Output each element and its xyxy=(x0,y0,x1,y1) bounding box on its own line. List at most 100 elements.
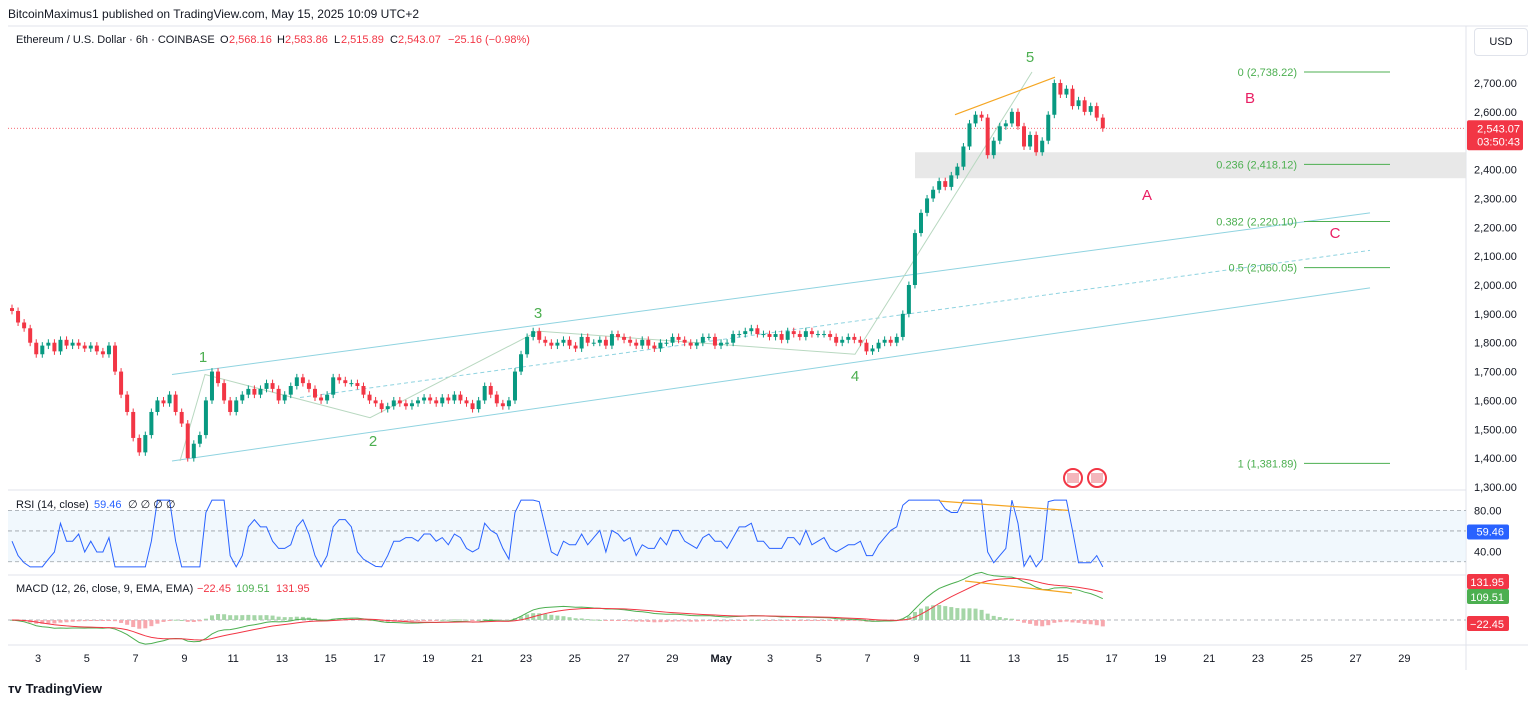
macd-hist-bar xyxy=(416,620,421,621)
macd-hist-bar xyxy=(991,615,996,620)
candle-body xyxy=(815,334,820,336)
macd-hist-bar xyxy=(409,620,414,622)
macd-hist-bar xyxy=(191,620,196,622)
macd-hist-bar xyxy=(1040,620,1045,627)
macd-hist-bar xyxy=(234,615,239,620)
last-price-tag xyxy=(1467,120,1523,151)
time-tick-label: 7 xyxy=(133,653,139,665)
candle-body xyxy=(858,339,863,343)
candle-body xyxy=(864,342,869,352)
candle-body xyxy=(616,334,620,337)
tradingview-logo: ᴛᴠ TradingView xyxy=(8,681,102,696)
macd-tag-value: 109.51 xyxy=(1470,592,1504,604)
macd-hist-bar xyxy=(743,620,748,621)
signal-line xyxy=(11,577,1103,641)
macd-hist-bar xyxy=(476,619,481,621)
candle-body xyxy=(173,394,178,412)
macd-hist-bar xyxy=(482,619,487,621)
candle-body xyxy=(440,397,445,404)
macd-hist-bar xyxy=(125,620,130,625)
candle-body xyxy=(434,400,439,404)
abc-label-b: B xyxy=(1245,90,1255,107)
event-flag-icon[interactable] xyxy=(1063,468,1107,488)
candle-body xyxy=(464,400,469,404)
macd-hist-bar xyxy=(458,619,463,621)
macd-hist-bar xyxy=(464,619,469,621)
macd-hist-bar xyxy=(161,620,166,622)
candle-body xyxy=(512,371,517,401)
macd-hist-bar xyxy=(397,620,402,622)
macd-tag xyxy=(1467,616,1509,631)
macd-hist-bar xyxy=(852,620,857,622)
macd-hist-bar xyxy=(585,619,590,621)
candle-body xyxy=(785,331,790,340)
candle-body xyxy=(791,331,796,335)
candle-body xyxy=(609,334,614,346)
time-tick-label: 27 xyxy=(1349,653,1361,665)
time-tick-label: 9 xyxy=(913,653,919,665)
candle-body xyxy=(288,386,293,395)
time-tick-label: 13 xyxy=(276,653,288,665)
candle-body xyxy=(900,313,905,337)
candle-body xyxy=(422,397,427,401)
candle-body xyxy=(1076,100,1081,107)
macd-hist-bar xyxy=(767,620,772,621)
channel-upper xyxy=(171,212,1371,375)
macd-hist-bar xyxy=(555,615,560,620)
rsi-title: RSI (14, close) xyxy=(16,499,89,511)
macd-hist-bar xyxy=(561,616,566,620)
candle-body xyxy=(94,345,99,352)
candle-body xyxy=(252,388,257,395)
macd-hist-bar xyxy=(815,620,820,621)
time-tick-label: 5 xyxy=(816,653,822,665)
time-tick-label: 9 xyxy=(181,653,187,665)
candle-body xyxy=(912,233,917,285)
candle-body xyxy=(282,394,287,401)
candle-body xyxy=(209,371,214,401)
candle-body xyxy=(561,339,566,343)
ohlc-low-label: L xyxy=(334,34,340,46)
time-tick-label: 11 xyxy=(959,653,970,665)
macd-hist-bar xyxy=(834,620,839,622)
candle-body xyxy=(664,342,669,344)
price-tick-label: 2,300.00 xyxy=(1474,193,1517,205)
candle-body xyxy=(719,342,724,346)
time-tick-label: 29 xyxy=(666,653,678,665)
macd-hist-bar xyxy=(155,620,160,624)
candle-body xyxy=(967,123,972,147)
candle-body xyxy=(367,394,372,401)
price-divergence-line xyxy=(954,76,1056,116)
candle-body xyxy=(779,334,784,340)
macd-hist-bar xyxy=(664,620,669,623)
currency-button[interactable]: USD xyxy=(1474,28,1528,56)
macd-hist-bar xyxy=(64,620,69,623)
macd-line-value: 109.51 xyxy=(236,583,270,595)
candle-body xyxy=(88,345,93,349)
candle-body xyxy=(64,339,69,346)
macd-hist-bar xyxy=(700,620,705,622)
macd-hist-bar xyxy=(828,620,833,621)
price-tick-label: 1,500.00 xyxy=(1474,424,1517,436)
macd-hist-bar xyxy=(337,618,342,620)
candle-body xyxy=(113,345,118,372)
time-tick-label: 11 xyxy=(227,653,238,665)
candle-body xyxy=(416,400,421,404)
ohlc-open-label: O xyxy=(220,34,229,46)
candle-body xyxy=(500,403,505,407)
candle-body xyxy=(391,400,396,407)
candle-body xyxy=(125,394,130,412)
wave-label-2: 2 xyxy=(369,433,377,450)
price-tick-label: 2,000.00 xyxy=(1474,280,1517,292)
last-price-value: 2,543.07 xyxy=(1477,123,1520,135)
candle-body xyxy=(28,328,33,343)
macd-hist-bar xyxy=(967,608,972,620)
macd-hist-bar xyxy=(1100,620,1105,627)
macd-tag-value: 131.95 xyxy=(1470,577,1504,589)
macd-hist-bar xyxy=(955,608,960,620)
macd-hist-value: −22.45 xyxy=(197,583,231,595)
macd-hist-bar xyxy=(179,619,184,621)
abc-label-a: A xyxy=(1142,187,1152,204)
time-tick-label: 23 xyxy=(1252,653,1264,665)
candle-body xyxy=(131,411,136,438)
